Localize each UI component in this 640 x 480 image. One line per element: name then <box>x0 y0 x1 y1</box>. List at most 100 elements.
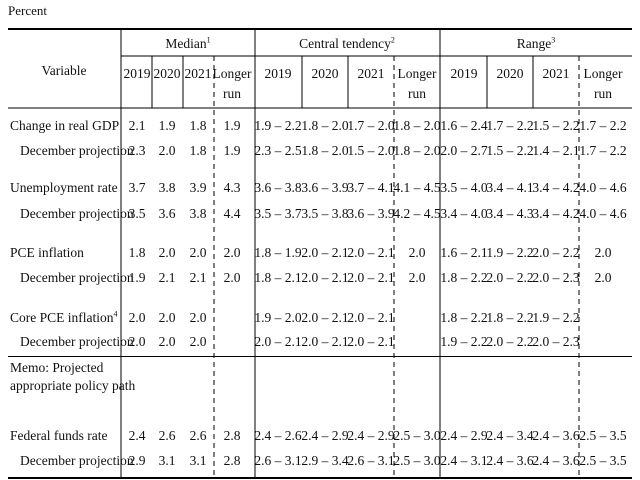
table-cell-central: 3.7 – 4.1 <box>347 180 395 195</box>
group-header-central-tendency: Central tendency2 <box>299 35 395 51</box>
table-cell-median: 2.0 <box>128 334 146 349</box>
row-label: Federal funds rate <box>10 428 108 443</box>
table-cell-range: 1.9 – 2.2 <box>486 245 534 260</box>
table-cell-range: 1.6 – 2.1 <box>440 245 488 260</box>
table-cell-median: 2.0 <box>189 334 207 349</box>
table-cell-range: 2.0 – 2.7 <box>440 143 488 158</box>
table-cell-range: 3.4 – 4.2 <box>532 180 580 195</box>
table-cell-central: 2.5 – 3.0 <box>393 453 441 468</box>
table-cell-range: 1.7 – 2.2 <box>579 118 627 133</box>
table-cell-median: 1.9 <box>158 118 176 133</box>
year-header-median: 2019 <box>123 66 151 81</box>
table-cell-median: 2.0 <box>189 245 207 260</box>
table-cell-median: 2.1 <box>189 270 207 285</box>
table-cell-central: 2.3 – 2.5 <box>254 143 302 158</box>
table-bottom-rule <box>8 477 632 479</box>
year-header-median: 2021 <box>184 66 212 81</box>
table-cell-median: 3.9 <box>189 180 207 195</box>
table-cell-range: 3.4 – 4.1 <box>486 180 534 195</box>
memo-label-line1: Memo: Projected <box>10 360 104 375</box>
table-cell-range: 1.4 – 2.1 <box>532 143 580 158</box>
table-cell-central: 1.9 – 2.2 <box>254 118 302 133</box>
table-cell-median: 4.3 <box>223 180 241 195</box>
table-cell-median: 1.9 <box>223 143 241 158</box>
table-cell-range: 2.0 – 2.3 <box>532 334 580 349</box>
year-header-central: 2019 <box>264 66 292 81</box>
table-cell-range: 1.7 – 2.2 <box>579 143 627 158</box>
table-cell-range: 2.4 – 3.6 <box>486 453 534 468</box>
table-cell-central: 2.0 – 2.1 <box>347 270 395 285</box>
table-cell-median: 2.4 <box>128 428 146 443</box>
memo-divider-rule <box>8 356 632 357</box>
longer-run-header-median: Longer <box>212 66 252 81</box>
table-cell-range: 1.6 – 2.4 <box>440 118 488 133</box>
table-cell-median: 2.1 <box>128 118 146 133</box>
table-cell-central: 4.2 – 4.5 <box>393 206 441 221</box>
table-cell-median: 2.9 <box>128 453 146 468</box>
table-cell-range: 2.4 – 3.1 <box>440 453 488 468</box>
table-cell-median: 3.8 <box>189 206 207 221</box>
table-cell-median: 3.8 <box>158 180 176 195</box>
table-cell-central: 2.6 – 3.1 <box>254 453 302 468</box>
table-cell-range: 4.0 – 4.6 <box>579 206 627 221</box>
table-cell-range: 2.0 – 2.2 <box>532 245 580 260</box>
table-cell-central: 2.5 – 3.0 <box>393 428 441 443</box>
table-cell-median: 3.7 <box>128 180 146 195</box>
table-cell-median: 1.8 <box>189 143 207 158</box>
table-cell-range: 1.9 – 2.2 <box>440 334 488 349</box>
table-cell-range: 1.5 – 2.2 <box>532 118 580 133</box>
table-cell-central: 2.9 – 3.4 <box>301 453 349 468</box>
table-cell-median: 2.3 <box>128 143 146 158</box>
table-cell-median: 2.0 <box>223 270 241 285</box>
row-label: PCE inflation <box>10 245 84 260</box>
row-label-december-projection: December projection <box>20 143 134 158</box>
table-cell-range: 3.4 – 4.0 <box>440 206 488 221</box>
row-label-december-projection: December projection <box>20 453 134 468</box>
table-cell-central: 2.4 – 2.9 <box>347 428 395 443</box>
table-cell-median: 2.0 <box>128 310 146 325</box>
table-cell-range: 2.4 – 3.6 <box>532 453 580 468</box>
year-header-median: 2020 <box>153 66 181 81</box>
table-cell-range: 2.0 <box>594 245 612 260</box>
table-cell-central: 2.0 <box>408 270 426 285</box>
table-cell-median: 1.8 <box>128 245 146 260</box>
longer-run-header-range: Longer <box>583 66 623 81</box>
table-cell-range: 2.5 – 3.5 <box>579 428 627 443</box>
table-cell-central: 2.0 – 2.1 <box>301 334 349 349</box>
table-top-rule <box>8 28 632 30</box>
table-cell-central: 1.9 – 2.0 <box>254 310 302 325</box>
table-cell-central: 2.4 – 2.6 <box>254 428 302 443</box>
table-cell-central: 2.0 – 2.1 <box>301 310 349 325</box>
table-cell-central: 1.8 – 2.0 <box>301 143 349 158</box>
table-cell-central: 2.0 – 2.1 <box>347 310 395 325</box>
year-header-range: 2020 <box>496 66 524 81</box>
table-cell-range: 2.4 – 3.6 <box>532 428 580 443</box>
table-cell-range: 2.0 – 2.2 <box>486 270 534 285</box>
table-cell-range: 2.0 <box>594 270 612 285</box>
group-header-median: Median1 <box>165 35 211 51</box>
table-cell-median: 4.4 <box>223 206 241 221</box>
table-cell-range: 1.9 – 2.2 <box>532 310 580 325</box>
table-cell-median: 2.0 <box>158 143 176 158</box>
longer-run-header-central: Longer <box>397 66 437 81</box>
table-cell-median: 2.0 <box>158 310 176 325</box>
table-cell-central: 2.0 – 2.1 <box>301 270 349 285</box>
table-cell-range: 3.5 – 4.0 <box>440 180 488 195</box>
table-cell-median: 3.1 <box>189 453 207 468</box>
year-header-central: 2021 <box>357 66 385 81</box>
table-cell-median: 2.1 <box>158 270 176 285</box>
table-cell-central: 2.6 – 3.1 <box>347 453 395 468</box>
table-cell-central: 3.6 – 3.9 <box>347 206 395 221</box>
memo-label-line2: appropriate policy path <box>10 378 136 393</box>
longer-run-header-median: run <box>223 86 241 101</box>
table-cell-central: 3.6 – 3.8 <box>254 180 302 195</box>
table-cell-central: 4.1 – 4.5 <box>393 180 441 195</box>
row-label-december-projection: December projection <box>20 206 134 221</box>
year-header-central: 2020 <box>311 66 339 81</box>
table-cell-median: 2.0 <box>223 245 241 260</box>
table-cell-median: 2.0 <box>189 310 207 325</box>
table-cell-central: 1.8 – 2.0 <box>301 118 349 133</box>
table-cell-median: 1.9 <box>223 118 241 133</box>
table-cell-central: 3.6 – 3.9 <box>301 180 349 195</box>
table-cell-central: 2.0 – 2.1 <box>301 245 349 260</box>
